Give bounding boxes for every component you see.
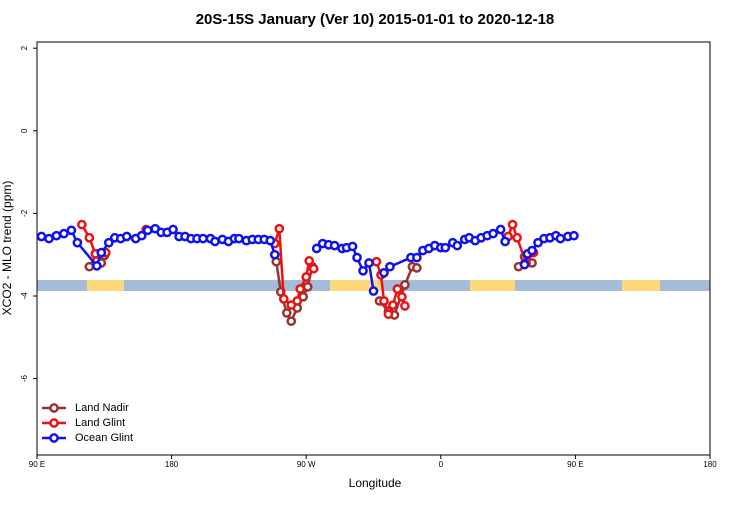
point (512, 232, 522, 243)
point (286, 316, 297, 327)
point (352, 252, 362, 263)
point (527, 245, 537, 256)
point (84, 261, 95, 272)
point (569, 230, 579, 241)
land-band (87, 280, 124, 291)
point (66, 225, 77, 236)
point (168, 224, 178, 235)
point (274, 223, 285, 234)
x-tick-label: 0 (439, 460, 444, 469)
point (295, 284, 306, 294)
point (210, 236, 220, 247)
land-band (330, 280, 383, 291)
point (364, 258, 374, 268)
y-tick-label: 0 (20, 128, 29, 133)
chart-title: 20S-15S January (Ver 10) 2015-01-01 to 2… (196, 11, 555, 28)
point (265, 235, 276, 246)
x-tick-label: 90 E (567, 460, 583, 469)
y-tick-label: -6 (20, 374, 29, 382)
point (308, 263, 319, 274)
point (347, 241, 358, 252)
point (36, 231, 47, 242)
point (77, 219, 87, 230)
x-tick-label: 180 (165, 460, 179, 469)
point (292, 296, 303, 306)
point (392, 284, 403, 294)
x-tick-label: 90 W (297, 460, 316, 469)
point (59, 228, 69, 239)
y-tick-label: -4 (20, 292, 29, 300)
point (379, 268, 389, 278)
series (36, 223, 579, 296)
point (136, 230, 147, 241)
point (397, 291, 407, 302)
point (269, 249, 280, 260)
series (77, 219, 539, 320)
point (555, 233, 566, 244)
point (96, 247, 107, 258)
legend-marker (49, 433, 59, 443)
y-tick-label: 2 (20, 45, 29, 50)
point (302, 282, 313, 292)
x-axis-label: Longitude (349, 476, 402, 490)
point (304, 256, 315, 266)
point (500, 236, 510, 247)
point (400, 301, 410, 311)
point (368, 286, 379, 296)
legend-label: Ocean Glint (75, 432, 133, 444)
point (440, 242, 451, 253)
point (495, 224, 506, 235)
point (278, 294, 289, 304)
point (383, 309, 394, 320)
legend-label: Land Glint (75, 417, 125, 429)
point (329, 240, 340, 251)
point (412, 263, 422, 273)
x-tick-label: 90 E (29, 460, 45, 469)
y-axis-label: XCO2 - MLO trend (ppm) (0, 181, 14, 316)
point (488, 228, 498, 239)
point (121, 231, 132, 242)
legend-marker (49, 403, 59, 413)
point (72, 237, 83, 248)
point (412, 252, 422, 263)
point (44, 233, 54, 244)
point (51, 230, 62, 241)
point (142, 225, 153, 236)
legend-marker (49, 418, 59, 428)
point (379, 296, 389, 306)
point (452, 240, 463, 251)
point (311, 243, 322, 254)
point (84, 232, 95, 243)
point (371, 256, 382, 267)
point (91, 260, 102, 271)
plot-frame (36, 41, 711, 456)
point (301, 272, 312, 282)
land-band (470, 280, 515, 291)
point (388, 300, 398, 310)
point (281, 308, 292, 318)
point (507, 219, 518, 230)
legend-label: Land Nadir (75, 402, 129, 414)
point (234, 233, 244, 244)
point (400, 279, 410, 290)
y-tick-label: -2 (20, 209, 29, 217)
land-band (622, 280, 660, 291)
point (358, 265, 368, 276)
point (519, 259, 530, 270)
point (198, 233, 208, 244)
point (385, 261, 395, 272)
point (103, 237, 114, 248)
x-tick-label: 180 (703, 460, 717, 469)
